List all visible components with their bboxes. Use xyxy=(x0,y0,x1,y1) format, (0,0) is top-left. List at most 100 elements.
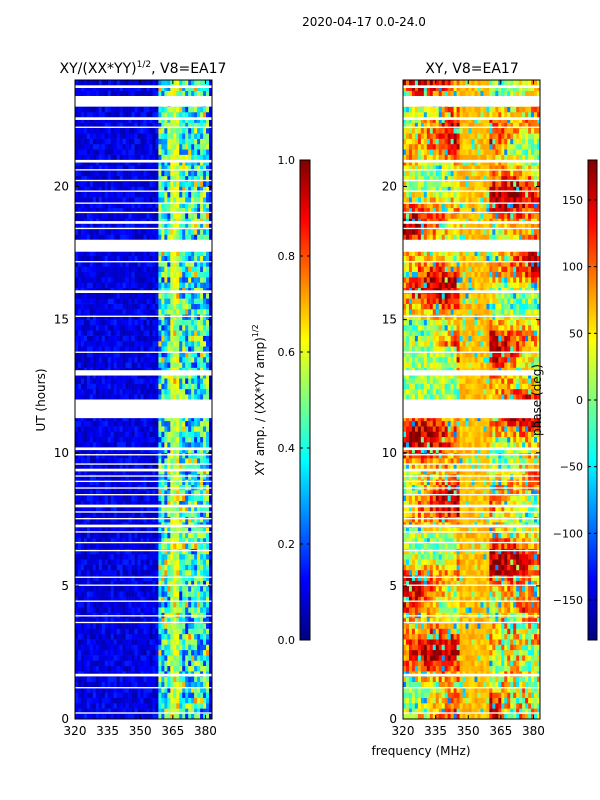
heatmap-cell xyxy=(170,468,174,475)
heatmap-cell xyxy=(116,250,120,257)
heatmap-cell xyxy=(188,197,192,203)
heatmap-cell xyxy=(170,617,174,624)
heatmap-cell xyxy=(194,585,198,592)
heatmap-cell xyxy=(122,426,126,432)
heatmap-cell xyxy=(158,500,162,507)
heatmap-cell xyxy=(152,543,156,549)
heatmap-cell xyxy=(155,601,159,608)
heatmap-cell xyxy=(146,149,150,155)
heatmap-cell xyxy=(161,383,165,390)
heatmap-cell xyxy=(131,298,135,304)
heatmap-cell xyxy=(77,495,82,501)
heatmap-cell xyxy=(182,580,186,587)
heatmap-cell xyxy=(116,681,120,688)
heatmap-cell xyxy=(113,703,117,709)
heatmap-cell xyxy=(203,319,207,326)
heatmap-cell xyxy=(89,319,94,326)
heatmap-cell xyxy=(110,543,115,549)
heatmap-cell xyxy=(206,308,210,315)
heatmap-cell xyxy=(194,378,198,384)
heatmap-cell xyxy=(155,324,159,331)
heatmap-cell xyxy=(104,442,109,448)
heatmap-cell xyxy=(83,692,88,699)
heatmap-cell xyxy=(101,447,106,454)
heatmap-cell xyxy=(131,447,135,454)
heatmap-cell xyxy=(179,383,183,390)
heatmap-cell xyxy=(146,319,150,326)
heatmap-cell xyxy=(197,511,201,517)
heatmap-cell xyxy=(116,362,120,368)
heatmap-cell xyxy=(143,143,147,150)
heatmap-cell xyxy=(209,585,213,592)
heatmap-cell xyxy=(158,229,162,235)
heatmap-cell xyxy=(89,383,94,390)
heatmap-cell xyxy=(161,697,165,704)
heatmap-cell xyxy=(200,143,204,150)
heatmap-cell xyxy=(197,372,201,379)
heatmap-cell xyxy=(158,617,162,624)
heatmap-cell xyxy=(86,229,91,235)
heatmap-cell xyxy=(83,516,88,523)
heatmap-cell xyxy=(86,676,91,683)
heatmap-cell xyxy=(194,191,198,198)
heatmap-cell xyxy=(128,596,132,603)
heatmap-cell xyxy=(188,170,192,177)
heatmap-cell xyxy=(161,527,165,533)
heatmap-cell xyxy=(113,585,117,592)
heatmap-cell xyxy=(134,303,138,310)
heatmap-cell xyxy=(95,175,100,182)
heatmap-cell xyxy=(191,255,195,262)
heatmap-cell xyxy=(86,516,91,523)
heatmap-cell xyxy=(116,468,120,475)
heatmap-cell xyxy=(107,644,112,651)
heatmap-cell xyxy=(122,181,126,187)
heatmap-cell xyxy=(149,543,153,549)
heatmap-cell xyxy=(167,553,171,560)
heatmap-cell xyxy=(158,319,162,326)
heatmap-cell xyxy=(164,250,168,257)
heatmap-cell xyxy=(200,149,204,155)
heatmap-cell xyxy=(134,154,138,161)
heatmap-cell xyxy=(92,516,97,523)
heatmap-cell xyxy=(101,149,106,155)
heatmap-cell xyxy=(158,474,162,480)
heatmap-cell xyxy=(128,159,132,166)
heatmap-cell xyxy=(128,383,132,390)
heatmap-cell xyxy=(98,159,103,166)
heatmap-cell xyxy=(134,687,138,693)
heatmap-cell xyxy=(191,628,195,635)
heatmap-cell xyxy=(107,649,112,656)
heatmap-cell xyxy=(113,383,117,390)
heatmap-cell xyxy=(89,426,94,432)
heatmap-cell xyxy=(92,202,97,209)
heatmap-cell xyxy=(200,431,204,438)
heatmap-cell xyxy=(146,330,150,336)
heatmap-cell xyxy=(89,378,94,384)
heatmap-cell xyxy=(86,138,91,145)
heatmap-cell xyxy=(194,362,198,368)
heatmap-cell xyxy=(203,298,207,304)
heatmap-cell xyxy=(116,234,120,241)
heatmap-cell xyxy=(110,479,115,486)
heatmap-cell xyxy=(137,628,141,635)
heatmap-cell xyxy=(101,356,106,363)
heatmap-cell xyxy=(209,623,213,629)
heatmap-cell xyxy=(101,527,106,533)
heatmap-cell xyxy=(155,687,159,693)
heatmap-cell xyxy=(170,383,174,390)
heatmap-cell xyxy=(185,197,189,203)
heatmap-cell xyxy=(152,159,156,166)
heatmap-cell xyxy=(176,165,180,171)
heatmap-cell xyxy=(155,527,159,533)
heatmap-cell xyxy=(206,154,210,161)
heatmap-cell xyxy=(155,340,159,347)
heatmap-cell xyxy=(191,426,195,432)
heatmap-cell xyxy=(107,277,112,283)
heatmap-cell xyxy=(75,426,79,432)
heatmap-cell xyxy=(77,655,82,661)
heatmap-cell xyxy=(179,553,183,560)
heatmap-cell xyxy=(104,708,109,714)
heatmap-cell xyxy=(161,308,165,315)
heatmap-cell xyxy=(176,681,180,688)
heatmap-cell xyxy=(173,250,177,257)
